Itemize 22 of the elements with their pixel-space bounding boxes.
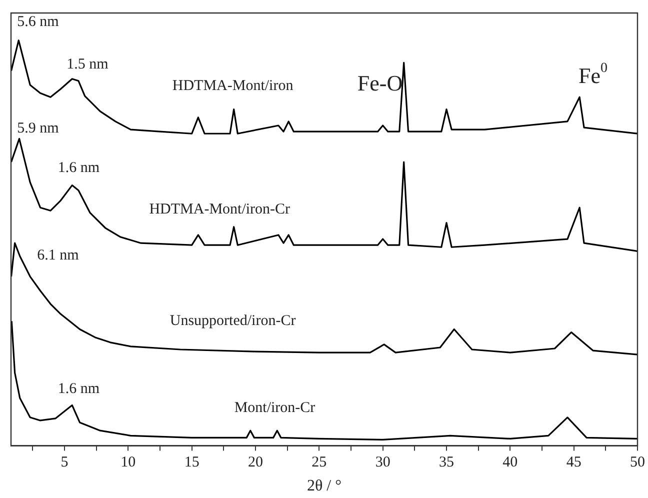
x-tick-label: 10: [120, 454, 136, 471]
x-tick-label: 5: [60, 454, 68, 471]
annotation: Unsupported/iron-Cr: [170, 313, 296, 330]
annotation: 1.5 nm: [66, 56, 109, 72]
annotation: HDTMA-Mont/iron-Cr: [149, 201, 290, 218]
x-axis-title: 2θ / °: [306, 478, 342, 495]
annotation: 6.1 nm: [37, 247, 80, 264]
x-tick-label: 35: [438, 454, 454, 471]
x-tick-label: 45: [566, 454, 582, 471]
annotation: Mont/iron-Cr: [234, 400, 316, 416]
x-tick-label: 50: [630, 454, 645, 471]
annotation: 5.9 nm: [17, 120, 60, 136]
x-tick-label: 40: [502, 454, 518, 471]
x-tick-label: 25: [312, 454, 327, 471]
annotation: 1.6 nm: [58, 160, 100, 176]
x-tick-label: 15: [184, 454, 200, 471]
text: 5.6 nm: [17, 14, 60, 30]
x-tick-label: 30: [375, 454, 390, 471]
annotation: 1.6 nm: [58, 381, 100, 398]
annotation: Fe-O: [357, 70, 403, 96]
x-tick-label: 20: [248, 454, 263, 471]
annotation: HDTMA-Mont/iron: [172, 78, 294, 94]
